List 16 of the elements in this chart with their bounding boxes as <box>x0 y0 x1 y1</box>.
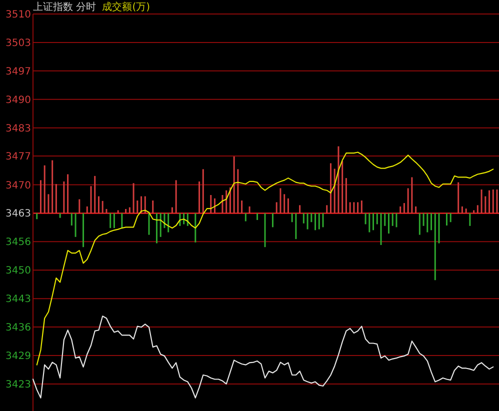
y-tick-label: 3483 <box>6 123 31 134</box>
y-tick-label: 3450 <box>6 266 31 277</box>
y-tick-label: 3429 <box>6 351 31 362</box>
text: 成交额(万) <box>102 1 150 13</box>
chart-title: 上证指数 分时 <box>33 1 96 13</box>
y-tick-label: 3510 <box>6 10 31 20</box>
y-tick-label: 3497 <box>6 66 31 78</box>
y-tick-label: 3436 <box>6 322 31 334</box>
y-tick-label: 3463 <box>6 208 31 220</box>
y-tick-label: 3503 <box>6 38 31 49</box>
y-tick-label: 3470 <box>6 180 31 192</box>
y-tick-label: 3456 <box>6 237 31 248</box>
y-tick-label: 3477 <box>6 152 31 163</box>
y-tick-label: 3490 <box>6 94 31 106</box>
y-tick-label: 3423 <box>6 379 31 390</box>
y-tick-label: 3443 <box>6 294 31 306</box>
